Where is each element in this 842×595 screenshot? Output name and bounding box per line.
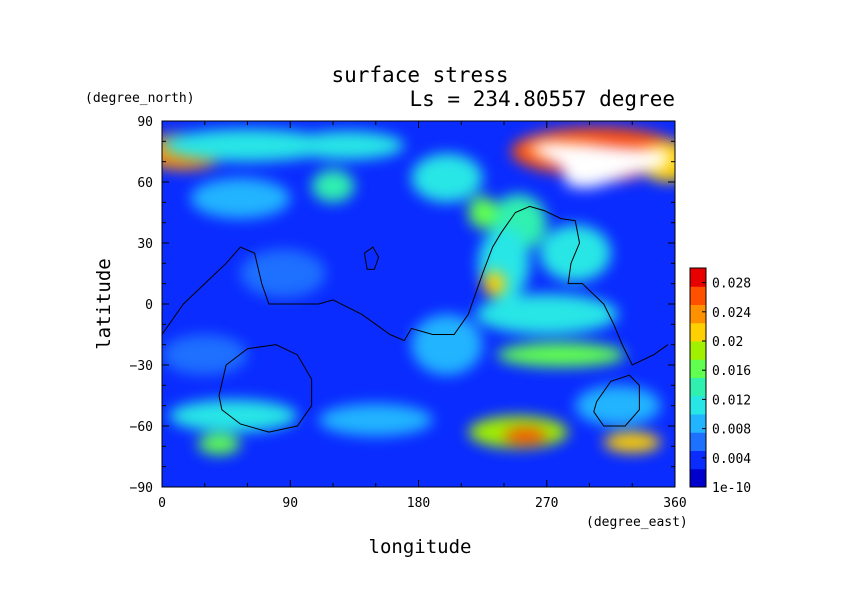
field-blob	[468, 196, 497, 229]
colorbar-segment	[690, 322, 706, 342]
x-axis-label: longitude	[369, 536, 472, 558]
colorbar-segment	[690, 450, 706, 470]
field-blob	[162, 334, 248, 376]
stress-field	[162, 127, 675, 455]
x-tick-label: 270	[535, 496, 558, 511]
field-blob	[411, 153, 483, 203]
colorbar-segment	[690, 341, 706, 360]
field-blob	[575, 385, 661, 426]
field-blob	[318, 403, 433, 437]
x-tick-label: 180	[407, 496, 430, 511]
colorbar-segment	[690, 395, 706, 415]
field-blob	[482, 271, 506, 296]
colorbar-segment	[690, 377, 706, 397]
field-blob	[190, 177, 291, 219]
colorbar-tick-label: 0.02	[712, 335, 743, 350]
chart-subtitle: Ls = 234.80557 degree	[409, 87, 675, 111]
field-blob	[197, 434, 241, 455]
x-units-label: (degree_east)	[586, 515, 688, 530]
field-blob	[504, 428, 547, 445]
field-blob	[162, 129, 333, 162]
field-blob	[311, 169, 355, 203]
colorbar: 1e-10 0.004 0.008 0.012 0.016 0.02 0.024 0.028	[689, 267, 751, 496]
x-tick-label: 90	[282, 496, 298, 511]
contour-line	[162, 205, 669, 366]
contour-line	[218, 344, 313, 433]
y-axis: −90 −60 −30 0 30 60 90	[130, 115, 675, 496]
topography-contours	[162, 205, 669, 433]
colorbar-tick-label: 0.012	[712, 393, 751, 408]
chart-title: surface stress	[331, 63, 508, 87]
x-tick-label: 0	[158, 496, 166, 511]
field-blob	[496, 342, 626, 368]
contour-line	[593, 374, 640, 427]
y-tick-label: −60	[130, 420, 153, 435]
colorbar-tick-label: 0.016	[712, 364, 751, 379]
colorbar-segment	[690, 414, 706, 433]
field-blob	[169, 399, 298, 433]
y-tick-label: 0	[145, 298, 153, 313]
colorbar-tick-label: 0.004	[712, 452, 751, 467]
colorbar-tick-label: 1e-10	[712, 481, 751, 496]
plot-area	[162, 121, 675, 487]
x-tick-label: 360	[663, 496, 686, 511]
field-blob	[240, 249, 326, 298]
colorbar-tick-label: 0.028	[712, 277, 751, 292]
field-blob	[411, 314, 483, 376]
y-tick-label: 90	[137, 115, 153, 130]
colorbar-tick-label: 0.008	[712, 423, 751, 438]
colorbar-segment	[690, 432, 706, 451]
colorbar-segment	[690, 468, 706, 488]
colorbar-segment	[690, 268, 706, 287]
y-tick-label: −90	[130, 481, 153, 496]
saturated-region	[525, 141, 668, 189]
y-tick-label: −30	[130, 359, 153, 374]
y-axis-label: latitude	[93, 258, 115, 350]
y-tick-label: 60	[137, 176, 153, 191]
y-units-label: (degree_north)	[85, 91, 195, 106]
field-blob	[475, 293, 618, 335]
contour-line	[363, 246, 380, 270]
colorbar-segment	[690, 286, 706, 305]
colorbar-frame	[689, 267, 707, 488]
field-blob	[603, 432, 661, 453]
colorbar-segment	[690, 304, 706, 324]
colorbar-segment	[690, 359, 706, 378]
colorbar-tick-label: 0.024	[712, 306, 751, 321]
y-tick-label: 30	[137, 237, 153, 252]
field-blob	[290, 131, 405, 160]
x-axis: 0 90 180 270 360	[158, 121, 687, 511]
